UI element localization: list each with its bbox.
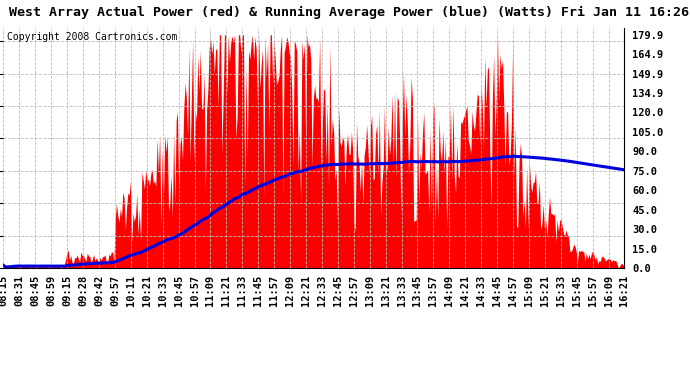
Text: West Array Actual Power (red) & Running Average Power (blue) (Watts) Fri Jan 11 : West Array Actual Power (red) & Running …	[9, 6, 689, 19]
Text: Copyright 2008 Cartronics.com: Copyright 2008 Cartronics.com	[7, 32, 177, 42]
